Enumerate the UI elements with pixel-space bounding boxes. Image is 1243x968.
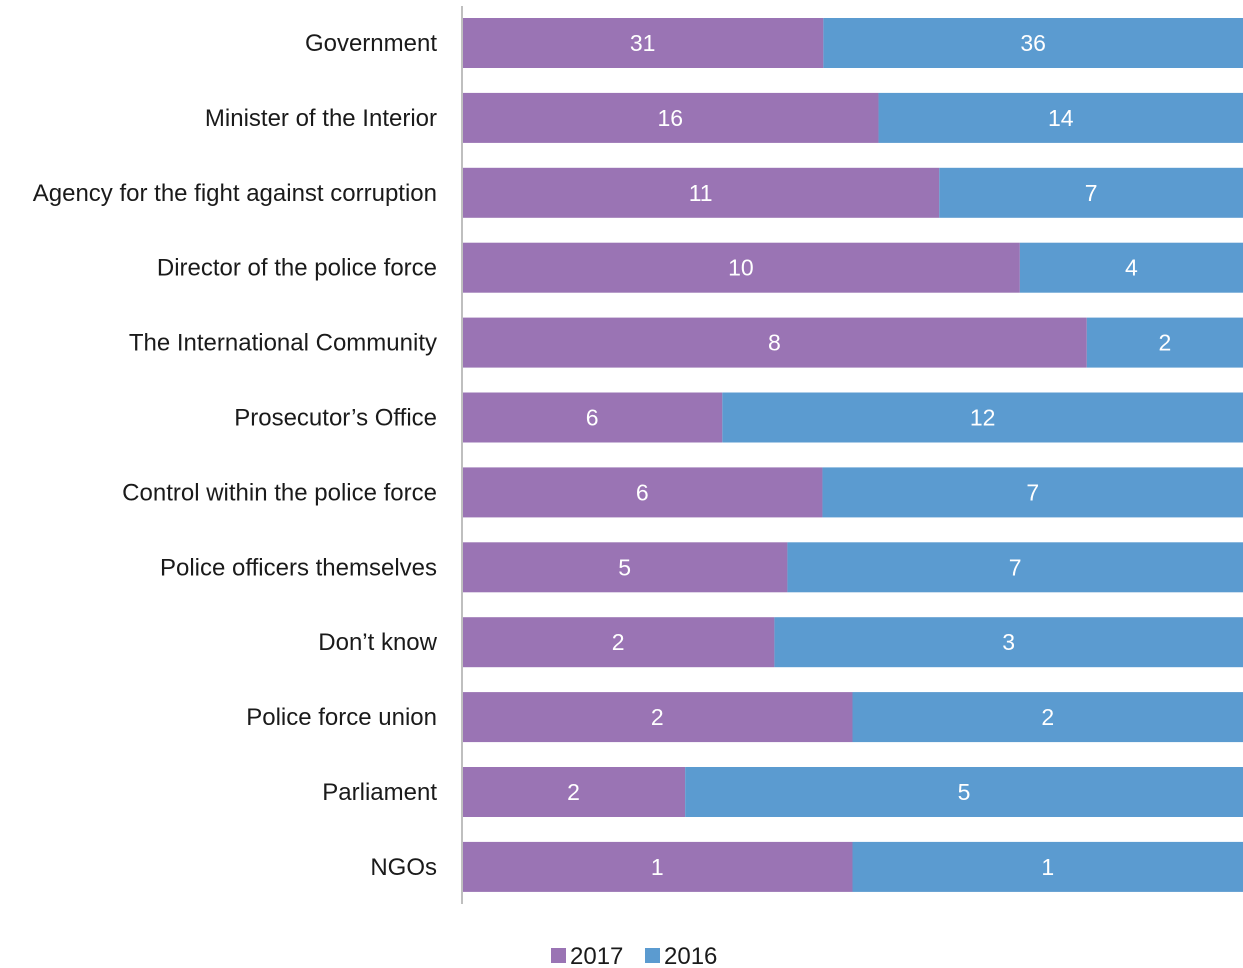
category-label-0: Government	[305, 30, 437, 57]
data-label-2017-8: 2	[612, 629, 625, 655]
bar-2016-0	[823, 18, 1243, 68]
bar-2016-5	[722, 392, 1243, 443]
data-label-2016-8: 3	[1002, 629, 1015, 655]
category-label-8: Don’t know	[318, 629, 437, 656]
category-label-5: Prosecutor’s Office	[234, 405, 437, 432]
data-label-2016-4: 2	[1159, 330, 1172, 356]
bar-2017-0	[462, 18, 824, 68]
category-label-10: Parliament	[322, 779, 437, 806]
bar-2017-3	[462, 242, 1020, 293]
category-label-2: Agency for the fight against corruption	[33, 180, 437, 207]
bar-2016-3	[1019, 242, 1243, 293]
bar-2016-4	[1086, 317, 1243, 368]
data-label-2016-3: 4	[1125, 255, 1138, 281]
bar-2017-5	[462, 392, 723, 443]
data-label-2016-1: 14	[1048, 105, 1074, 131]
data-label-2017-5: 6	[586, 405, 599, 431]
bar-2016-11	[852, 841, 1243, 892]
bar-2016-8	[774, 617, 1243, 668]
data-label-2016-6: 7	[1026, 479, 1039, 505]
data-label-2016-10: 5	[958, 779, 971, 805]
data-label-2017-3: 10	[728, 255, 754, 281]
bar-2016-7	[787, 542, 1243, 593]
bar-2017-11	[462, 841, 853, 892]
category-label-4: The International Community	[129, 330, 437, 357]
bar-2017-9	[462, 692, 853, 743]
data-label-2017-9: 2	[651, 704, 664, 730]
data-label-2017-7: 5	[618, 554, 631, 580]
bar-2016-10	[685, 767, 1243, 817]
data-label-2017-1: 16	[657, 105, 683, 131]
data-label-2017-11: 1	[651, 854, 664, 880]
legend-label-2017: 2017	[570, 943, 623, 968]
bar-2017-2	[462, 167, 940, 218]
category-label-6: Control within the police force	[122, 479, 437, 506]
category-label-11: NGOs	[370, 854, 437, 881]
data-label-2016-11: 1	[1041, 854, 1054, 880]
category-label-3: Director of the police force	[157, 255, 437, 282]
data-label-2016-7: 7	[1009, 554, 1022, 580]
data-label-2017-2: 11	[689, 180, 713, 206]
bar-2016-2	[939, 167, 1243, 218]
data-label-2016-0: 36	[1020, 30, 1046, 56]
legend-swatch-2017	[551, 948, 566, 963]
data-label-2016-2: 7	[1085, 180, 1098, 206]
bar-2017-8	[462, 617, 775, 668]
bar-2017-7	[462, 542, 788, 593]
legend: 2017 2016	[551, 943, 717, 968]
data-label-2017-0: 31	[630, 30, 656, 56]
category-labels: Government Minister of the Interior Agency…	[33, 30, 438, 881]
category-label-7: Police officers themselves	[160, 554, 437, 581]
data-label-2017-10: 2	[567, 779, 580, 805]
data-label-2017-4: 8	[768, 330, 781, 356]
legend-label-2016: 2016	[664, 943, 717, 968]
bar-2017-6	[462, 467, 823, 518]
data-label-2016-9: 2	[1041, 704, 1054, 730]
legend-swatch-2016	[645, 948, 660, 963]
bar-2016-9	[852, 692, 1243, 743]
bar-2017-10	[462, 767, 686, 817]
data-label-2017-6: 6	[636, 479, 649, 505]
data-label-2016-5: 12	[970, 405, 996, 431]
bar-2017-1	[462, 92, 879, 143]
bar-2017-4	[462, 317, 1087, 368]
category-label-1: Minister of the Interior	[205, 105, 437, 132]
bar-2016-1	[878, 92, 1243, 143]
bar-2016-6	[822, 467, 1243, 518]
category-label-9: Police force union	[246, 704, 437, 731]
